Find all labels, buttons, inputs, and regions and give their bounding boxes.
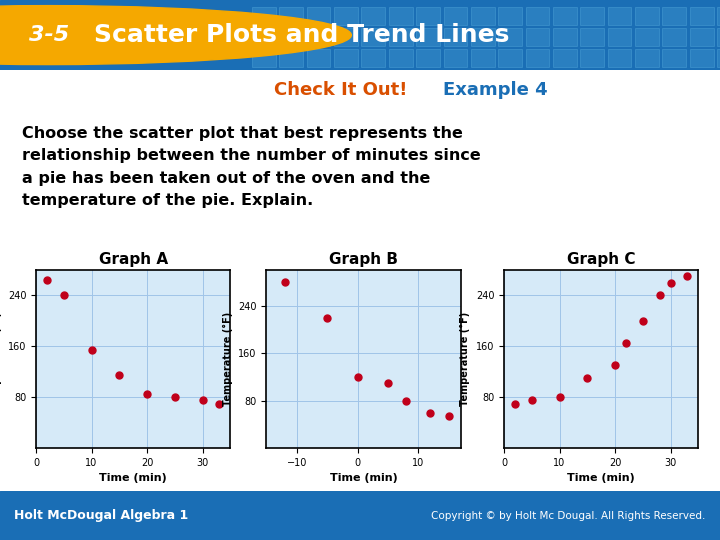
Circle shape [0,5,351,65]
Bar [279,49,303,66]
Point [526,396,538,405]
Point [609,361,621,370]
X-axis label: Time (min): Time (min) [330,474,397,483]
Bar [608,28,631,45]
Bar [635,28,659,45]
Bar [416,7,440,24]
Title: Graph C: Graph C [567,252,636,267]
Point [554,393,565,402]
Bar [307,28,330,45]
Point [582,374,593,382]
Bar [471,28,495,45]
Point [382,379,394,387]
Bar [389,7,413,24]
Y-axis label: Temperature (°F): Temperature (°F) [222,312,233,406]
Bar [662,49,686,66]
Bar [361,7,385,24]
Bar [662,28,686,45]
Bar [635,7,659,24]
Bar [608,7,631,24]
Bar [553,49,577,66]
Point [214,399,225,408]
Point [665,279,676,287]
Bar [444,49,467,66]
Point [654,291,665,300]
Text: Example 4: Example 4 [443,80,547,99]
Bar [252,7,276,24]
Bar [690,28,714,45]
Bar [389,49,413,66]
Bar [361,28,385,45]
X-axis label: Time (min): Time (min) [99,474,167,483]
Text: Scatter Plots and Trend Lines: Scatter Plots and Trend Lines [94,23,509,47]
Bar [580,7,604,24]
Bar [416,49,440,66]
Bar [526,49,549,66]
Bar [279,7,303,24]
Bar [307,49,330,66]
Bar [444,7,467,24]
Bar [444,28,467,45]
Bar [389,28,413,45]
Point [443,411,454,420]
Point [279,278,290,286]
Text: 3-5: 3-5 [29,25,69,45]
Text: Copyright © by Holt Mc Dougal. All Rights Reserved.: Copyright © by Holt Mc Dougal. All Right… [431,511,706,521]
Bar [279,28,303,45]
Bar [662,7,686,24]
Bar [526,28,549,45]
Title: Graph B: Graph B [329,252,398,267]
Point [169,393,181,402]
Bar [553,28,577,45]
Point [86,345,97,354]
Bar [690,7,714,24]
Bar [334,49,358,66]
Bar [471,49,495,66]
Bar [498,28,522,45]
Point [114,370,125,379]
Text: Check It Out!: Check It Out! [274,80,407,99]
Bar [580,28,604,45]
Title: Graph A: Graph A [99,252,168,267]
Point [637,316,649,325]
Bar [334,7,358,24]
Bar [334,28,358,45]
Bar [717,28,720,45]
Point [141,390,153,399]
Bar [252,28,276,45]
Point [509,399,521,408]
Bar [580,49,604,66]
Bar [361,49,385,66]
Point [621,339,632,348]
Bar [307,7,330,24]
Bar [717,7,720,24]
Bar [252,49,276,66]
Point [197,396,208,405]
Bar [526,7,549,24]
Point [682,272,693,281]
Bar [416,28,440,45]
Bar [635,49,659,66]
Point [321,313,333,322]
Point [58,291,70,300]
Bar [690,49,714,66]
Point [352,373,364,381]
Y-axis label: Temperature (°F): Temperature (°F) [460,312,470,406]
Text: Holt McDougal Algebra 1: Holt McDougal Algebra 1 [14,509,189,522]
Point [425,408,436,417]
Bar [471,7,495,24]
X-axis label: Time (min): Time (min) [567,474,635,483]
Point [400,396,412,405]
Y-axis label: Temperature (°F): Temperature (°F) [0,312,2,406]
Point [41,275,53,284]
Bar [717,49,720,66]
Bar [553,7,577,24]
Bar [498,7,522,24]
Bar [608,49,631,66]
Bar [498,49,522,66]
Text: Choose the scatter plot that best represents the
relationship between the number: Choose the scatter plot that best repres… [22,126,480,208]
